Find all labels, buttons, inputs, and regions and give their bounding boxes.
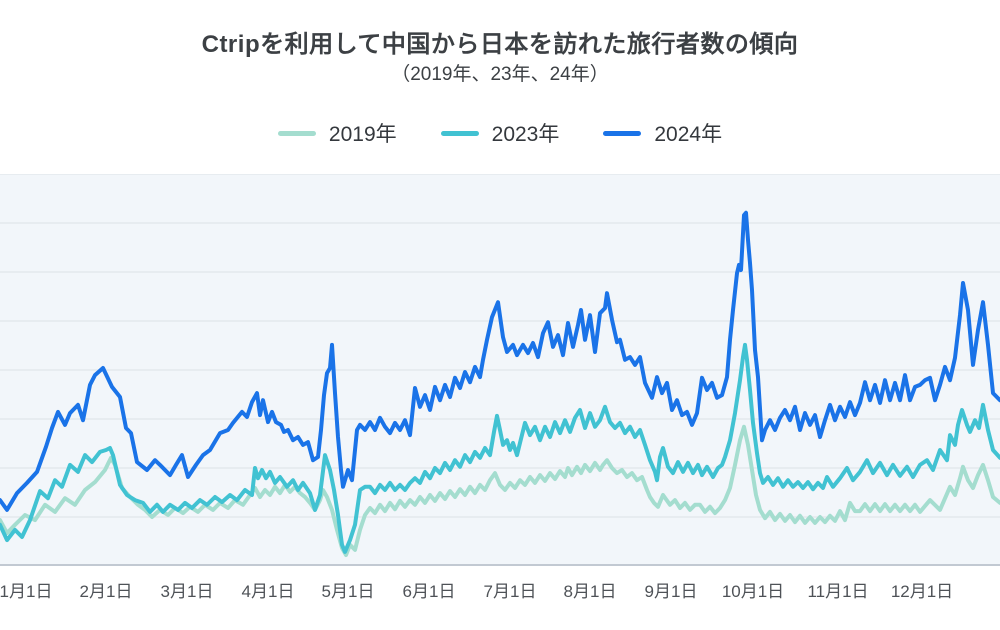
legend-swatch-2023	[440, 130, 479, 136]
x-tick-label-8: 8月1日	[563, 582, 617, 601]
x-tick-label-3: 3月1日	[160, 582, 214, 601]
legend-swatch-2024	[603, 130, 642, 136]
legend-swatch-2019	[277, 130, 316, 136]
chart-subtitle: （2019年、23年、24年）	[391, 64, 609, 85]
plot-area	[0, 174, 1000, 566]
x-tick-label-9: 9月1日	[644, 582, 698, 601]
x-axis: 1月1日 2月1日 3月1日 4月1日 5月1日 6月1日 7月1日 8月1日 9月1日 10月1…	[0, 577, 1000, 601]
series-line-2019	[0, 424, 1000, 557]
legend-item-2019: 2019年	[277, 118, 397, 148]
legend: 2019年 2023年 2024年	[0, 118, 1000, 148]
x-tick-label-10: 10月1日	[721, 582, 785, 601]
x-tick-label-12: 12月1日	[890, 582, 954, 601]
legend-label-2023: 2023年	[491, 123, 560, 146]
x-tick-label-4: 4月1日	[241, 582, 295, 601]
x-tick-label-6: 6月1日	[402, 582, 456, 601]
x-tick-label-2: 2月1日	[79, 582, 133, 601]
legend-item-2024: 2024年	[603, 118, 722, 148]
series-line-2023	[0, 342, 1000, 554]
x-tick-label-1: 1月1日	[0, 582, 53, 601]
series-line-2024	[0, 210, 1000, 512]
chart-title: Ctripを利用して中国から日本を訪れた旅行者数の傾向	[201, 31, 799, 58]
x-tick-label-11: 11月1日	[807, 582, 869, 601]
x-tick-label-7: 7月1日	[483, 582, 537, 601]
line-chart	[0, 174, 1000, 566]
legend-label-2019: 2019年	[328, 123, 397, 146]
x-tick-label-5: 5月1日	[321, 582, 375, 601]
legend-item-2023: 2023年	[440, 118, 560, 148]
legend-label-2024: 2024年	[654, 123, 723, 146]
